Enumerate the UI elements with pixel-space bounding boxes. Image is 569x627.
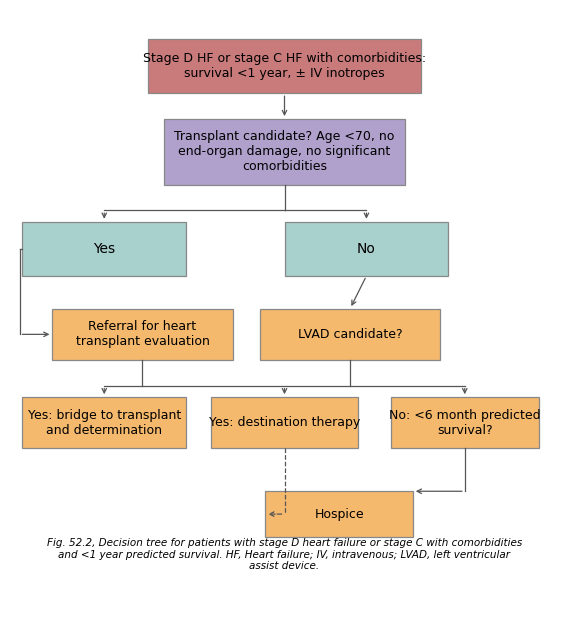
Text: Transplant candidate? Age <70, no
end-organ damage, no significant
comorbidities: Transplant candidate? Age <70, no end-or…	[174, 130, 395, 173]
Text: Yes: bridge to transplant
and determination: Yes: bridge to transplant and determinat…	[28, 409, 181, 437]
Text: Hospice: Hospice	[314, 508, 364, 520]
FancyBboxPatch shape	[164, 119, 405, 184]
FancyBboxPatch shape	[52, 308, 233, 360]
Text: LVAD candidate?: LVAD candidate?	[298, 328, 402, 341]
FancyBboxPatch shape	[265, 492, 413, 537]
Text: No: No	[357, 242, 376, 256]
Text: No: <6 month predicted
survival?: No: <6 month predicted survival?	[389, 409, 541, 437]
FancyBboxPatch shape	[284, 222, 448, 276]
FancyBboxPatch shape	[22, 397, 186, 448]
FancyBboxPatch shape	[211, 397, 358, 448]
Text: Yes: Yes	[93, 242, 116, 256]
Text: Stage D HF or stage C HF with comorbidities:
survival <1 year, ± IV inotropes: Stage D HF or stage C HF with comorbidit…	[143, 52, 426, 80]
FancyBboxPatch shape	[148, 39, 421, 93]
FancyBboxPatch shape	[22, 222, 186, 276]
FancyBboxPatch shape	[260, 308, 440, 360]
Text: Referral for heart
transplant evaluation: Referral for heart transplant evaluation	[76, 320, 209, 349]
Text: Fig. 52.2, Decision tree for patients with stage D heart failure or stage C with: Fig. 52.2, Decision tree for patients wi…	[47, 538, 522, 571]
FancyBboxPatch shape	[391, 397, 538, 448]
Text: Yes: destination therapy: Yes: destination therapy	[209, 416, 360, 429]
